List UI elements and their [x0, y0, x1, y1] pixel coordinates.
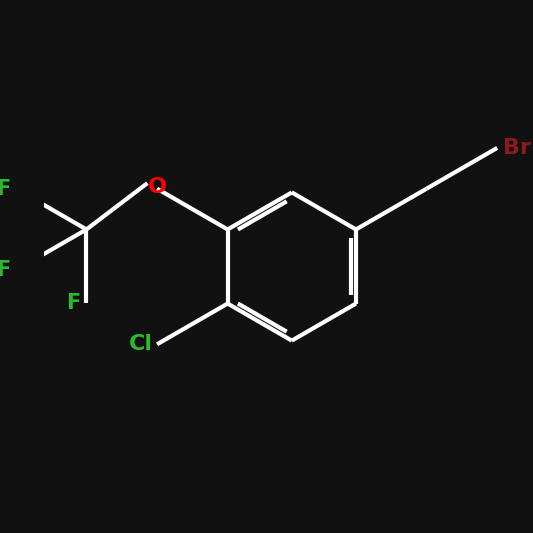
Text: Cl: Cl: [130, 334, 154, 354]
Text: F: F: [0, 179, 10, 199]
Text: Br: Br: [503, 138, 531, 158]
Text: F: F: [0, 260, 10, 280]
Text: F: F: [66, 293, 80, 313]
Text: O: O: [148, 177, 166, 197]
